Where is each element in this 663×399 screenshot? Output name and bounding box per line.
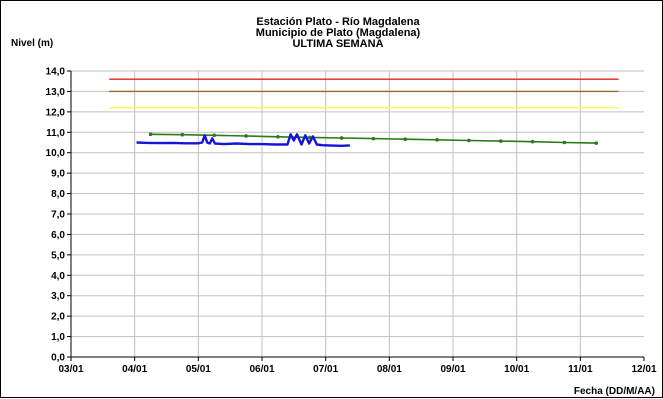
y-tick-labels: 0,0 1,0 2,0 3,0 4,0 5,0 6,0 7,0 8,0 9,0 10,0 11,0 12…: [46, 67, 66, 364]
y-tick-label: 7,0: [51, 210, 65, 221]
y-tick-label: 14,0: [46, 67, 66, 78]
x-tick-label: 03/01: [58, 364, 83, 375]
chart-title-line-3: ULTIMA SEMANA: [292, 38, 383, 50]
y-tick-label: 9,0: [51, 169, 65, 180]
x-tick-label: 08/01: [377, 364, 402, 375]
series-1-point: [149, 133, 153, 137]
x-axis-label: Fecha (DD/M/AA): [574, 386, 655, 397]
x-tick-labels: 03/01 04/01 05/01 06/01 07/01 08/01 09/01 10/01…: [58, 364, 656, 375]
x-tick-label: 07/01: [313, 364, 338, 375]
x-tick-label: 12/01: [631, 364, 656, 375]
series-1-point: [499, 139, 503, 143]
series-1-point: [181, 133, 185, 137]
y-tick-label: 5,0: [51, 250, 65, 261]
x-tick-label: 04/01: [122, 364, 147, 375]
y-axis-label: Nivel (m): [11, 38, 53, 49]
series-1-point: [403, 137, 407, 141]
x-tick-label: 11/01: [568, 364, 593, 375]
series-1-point: [212, 134, 216, 138]
y-tick-label: 12,0: [46, 107, 66, 118]
series-1-point: [594, 141, 598, 145]
series-1-point: [563, 141, 567, 145]
y-tick-label: 13,0: [46, 87, 66, 98]
series-1-point: [340, 136, 344, 140]
y-tick-label: 1,0: [51, 332, 65, 343]
y-tick-label: 6,0: [51, 230, 65, 241]
series-1-point: [276, 135, 280, 139]
x-tick-label: 10/01: [504, 364, 529, 375]
x-tick-label: 09/01: [440, 364, 465, 375]
y-tick-label: 3,0: [51, 291, 65, 302]
series-1-point: [244, 134, 248, 138]
series-1-point: [435, 138, 439, 142]
x-tick-label: 06/01: [249, 364, 274, 375]
y-tick-label: 2,0: [51, 312, 65, 323]
series-1-point: [531, 140, 535, 144]
y-tick-label: 10,0: [46, 148, 66, 159]
x-tick-label: 05/01: [186, 364, 211, 375]
series-1-point: [372, 137, 376, 141]
y-tick-label: 4,0: [51, 271, 65, 282]
y-tick-label: 11,0: [46, 128, 65, 139]
y-tick-label: 8,0: [51, 189, 65, 200]
series-1-point: [467, 139, 471, 143]
y-tick-label: 0,0: [51, 353, 65, 364]
